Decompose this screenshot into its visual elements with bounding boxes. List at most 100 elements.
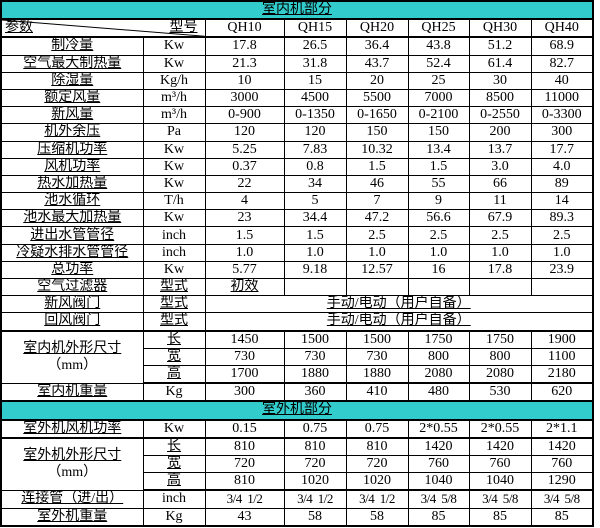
value-cell: 16 [407, 260, 470, 280]
value-cell: 0-2100 [407, 106, 470, 125]
value-cell: 1100 [530, 347, 594, 366]
section-header-outdoor: 室外机部分 [0, 400, 594, 421]
value-cell: 4500 [283, 88, 347, 108]
row-label: 额定风量 [0, 88, 144, 108]
spec-row: 新风量 m³/h 0-900 0-1350 0-1650 0-2100 0-2550 0-33… [0, 106, 594, 125]
value-cell: 2.5 [345, 226, 409, 245]
value-cell: 11000 [530, 88, 594, 108]
value-cell: 85 [407, 507, 470, 527]
merged-value-cell: 手动/电动（用户自备） [204, 312, 594, 332]
value-cell: 5 [283, 192, 347, 211]
value-cell: 58 [283, 507, 347, 527]
spec-row: 室外机重量 Kg 43 58 58 85 85 85 [0, 507, 594, 527]
value-cell: 82.7 [530, 54, 594, 73]
value-cell: 150 [345, 123, 409, 142]
value-cell: 23.9 [530, 260, 594, 280]
spec-row: 连接管（进/出） inch 3/4 1/2 3/4 1/2 3/4 1/2 3/4 5/8… [0, 489, 594, 509]
value-cell: 1290 [530, 472, 594, 492]
row-unit: m³/h [142, 88, 206, 108]
merged-value-cell: 手动/电动（用户自备） [204, 295, 594, 314]
row-unit: Kg/h [142, 71, 206, 90]
value-cell: 1880 [283, 364, 347, 385]
value-cell: 7.83 [283, 140, 347, 159]
model-column-header: QH30 [468, 18, 532, 39]
value-cell: 12.57 [345, 260, 409, 280]
value-cell: 2.5 [468, 226, 532, 245]
value-cell: 1.0 [407, 243, 470, 262]
spec-row: 新风阀门 型式 手动/电动（用户自备） [0, 295, 594, 314]
value-cell: 3/4 1/2 [283, 489, 347, 509]
value-cell: 89.3 [530, 209, 594, 228]
section-title-indoor: 室内机部分 [0, 0, 594, 21]
value-cell: 5.77 [204, 260, 285, 280]
param-model-header-cell: 型号 参数 [0, 18, 206, 39]
value-cell: 21.3 [204, 54, 285, 73]
value-cell: 410 [345, 382, 409, 402]
value-cell: 1040 [407, 472, 470, 492]
value-cell: 初效 [204, 278, 285, 297]
row-unit: Pa [142, 123, 206, 142]
spec-row: 进出水管管径 inch 1.5 1.5 2.5 2.5 2.5 2.5 [0, 226, 594, 245]
value-cell: 26.5 [283, 36, 347, 56]
value-cell: 1420 [407, 436, 470, 456]
value-cell: 1.0 [345, 243, 409, 262]
value-cell: 2*0.55 [407, 419, 470, 439]
dims-label-text: 室外机外形尺寸 [23, 447, 122, 463]
value-cell: 20 [345, 71, 409, 90]
value-cell: 51.2 [468, 36, 532, 56]
value-cell [407, 278, 470, 297]
row-label: 风机功率 [0, 157, 144, 176]
value-cell: 17.8 [468, 260, 532, 280]
value-cell: 1700 [204, 364, 285, 385]
value-cell: 13.7 [468, 140, 532, 159]
value-cell: 720 [283, 454, 347, 474]
value-cell: 14 [530, 192, 594, 211]
spec-row: 冷疑水排水管管径 inch 1.0 1.0 1.0 1.0 1.0 1.0 [0, 243, 594, 262]
value-cell: 800 [468, 347, 532, 366]
model-column-header: QH10 [204, 18, 285, 39]
value-cell [530, 278, 594, 297]
value-cell [283, 278, 347, 297]
value-cell: 530 [468, 382, 532, 402]
row-unit: Kg [142, 507, 206, 527]
value-cell: 3/4 5/8 [530, 489, 594, 509]
value-cell: 67.9 [468, 209, 532, 228]
dim-name: 长 [142, 436, 206, 456]
value-cell: 200 [468, 123, 532, 142]
value-cell: 810 [283, 436, 347, 456]
row-unit: 型式 [142, 295, 206, 314]
value-cell: 85 [468, 507, 532, 527]
spec-row: 室外机风机功率 Kw 0.15 0.75 0.75 2*0.55 2*0.55 2*1.1 [0, 419, 594, 439]
row-unit: Kw [142, 36, 206, 56]
value-cell: 52.4 [407, 54, 470, 73]
value-cell: 0.15 [204, 419, 285, 439]
row-label: 机外余压 [0, 123, 144, 142]
value-cell: 5.25 [204, 140, 285, 159]
row-label: 室内机重量 [0, 382, 144, 402]
dim-name: 高 [142, 472, 206, 492]
row-label: 回风阀门 [0, 312, 144, 332]
value-cell: 2*1.1 [530, 419, 594, 439]
value-cell: 40 [530, 71, 594, 90]
value-cell: 10 [204, 71, 285, 90]
value-cell: 13.4 [407, 140, 470, 159]
row-label: 连接管（进/出） [0, 489, 144, 509]
dim-name: 宽 [142, 454, 206, 474]
value-cell: 3/4 1/2 [204, 489, 285, 509]
value-cell: 7 [345, 192, 409, 211]
value-cell: 720 [345, 454, 409, 474]
spec-row: 宽 730 730 730 800 800 1100 [1, 347, 594, 366]
value-cell: 58 [345, 507, 409, 527]
value-cell [345, 278, 409, 297]
value-cell: 43.7 [345, 54, 409, 73]
value-cell: 66 [468, 174, 532, 194]
row-label: 进出水管管径 [0, 226, 144, 245]
value-cell: 0.75 [345, 419, 409, 439]
spec-row: 机外余压 Pa 120 120 150 150 200 300 [0, 123, 594, 142]
value-cell: 3/4 5/8 [407, 489, 470, 509]
value-cell: 2080 [407, 364, 470, 385]
row-label: 热水加热量 [0, 174, 144, 194]
model-header-label: 型号 [169, 20, 198, 36]
value-cell: 1900 [530, 329, 594, 349]
